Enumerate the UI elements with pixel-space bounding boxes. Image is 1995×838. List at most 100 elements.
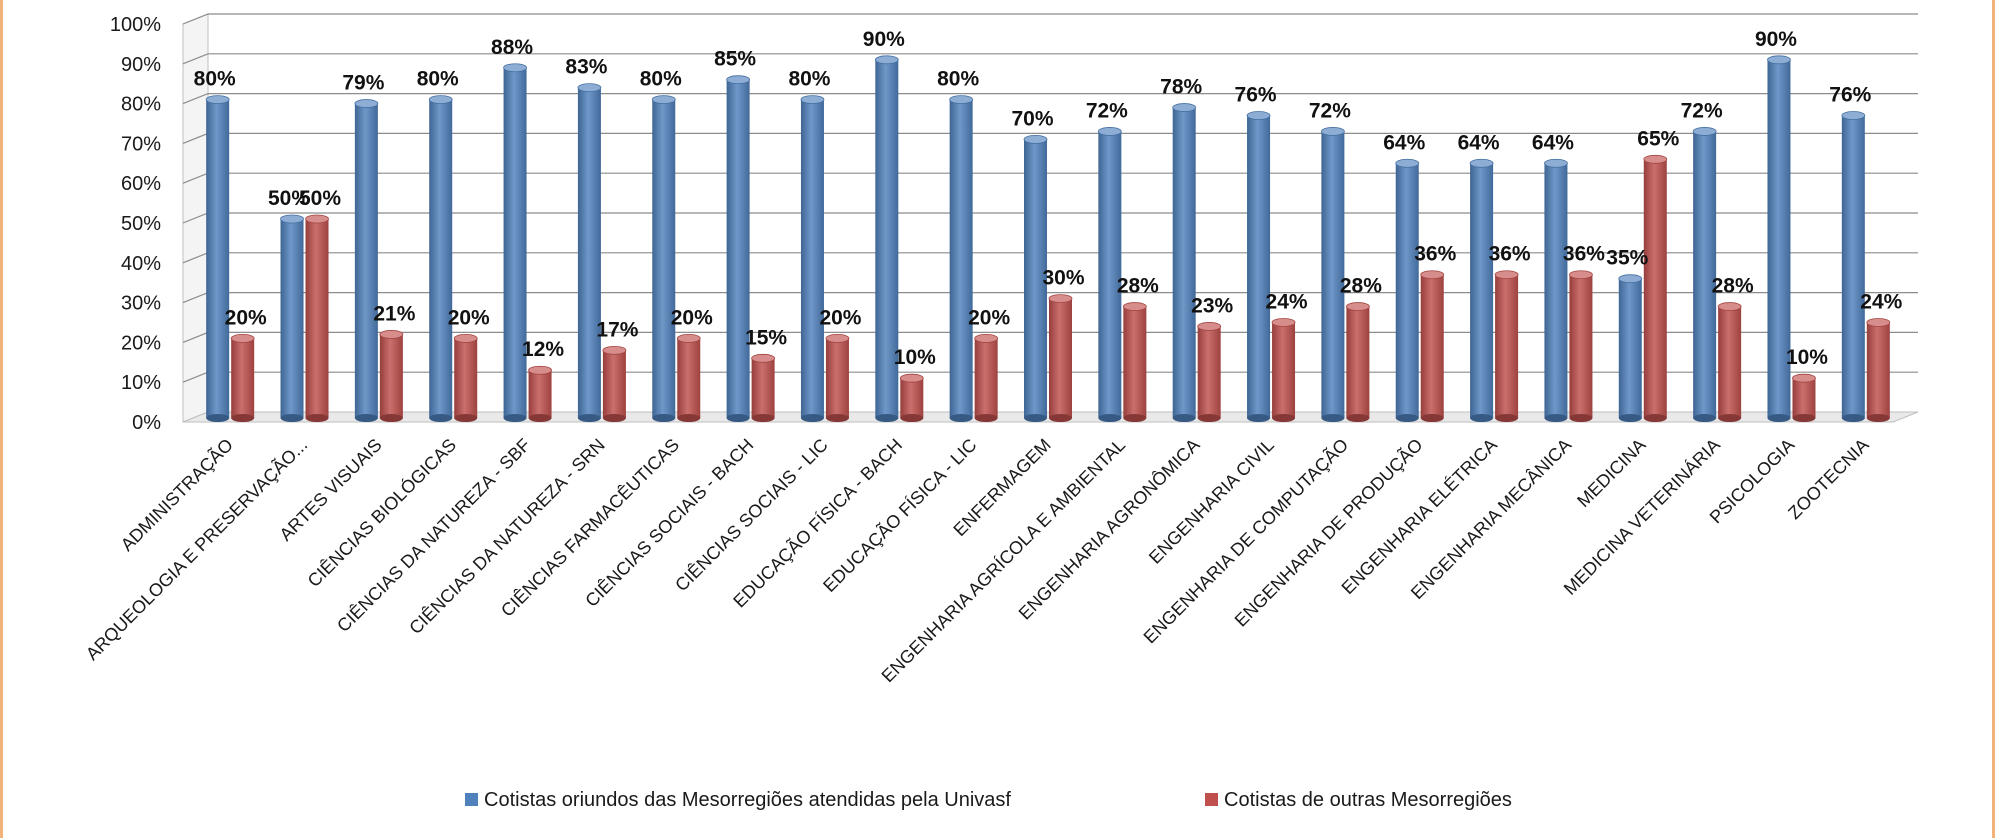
bar-body [1420,274,1444,418]
data-label: 70% [1011,107,1053,130]
bar-other[interactable] [305,214,329,422]
bar-base [726,414,750,422]
bar-other[interactable] [528,365,552,422]
bar-local[interactable] [428,95,453,422]
bar-body [1247,115,1271,419]
bar-other[interactable] [974,333,999,422]
bar-other[interactable] [1122,302,1147,422]
bar-local[interactable] [949,95,974,422]
bar-local[interactable] [1320,127,1345,422]
bar-other[interactable] [1866,318,1891,422]
bar-other[interactable] [1345,302,1370,422]
bar-body [726,79,750,418]
data-label: 35% [1606,247,1648,270]
bar-local[interactable] [1469,158,1494,422]
bar-other[interactable] [751,353,776,422]
bar-local[interactable] [280,214,304,422]
bar-body [677,338,701,418]
legend-label: Cotistas de outras Mesorregiões [1224,789,1512,811]
bar-base [454,414,478,422]
bar-base [1718,414,1742,422]
bar-other[interactable] [1048,294,1073,422]
legend-swatch [1205,793,1218,806]
bar-top [1692,127,1717,136]
bar-other[interactable] [602,345,627,422]
bar-local[interactable] [1767,55,1791,422]
data-label: 50% [299,187,341,210]
bar-top [428,95,453,104]
bar-local[interactable] [1395,158,1420,422]
bar-body [1024,139,1047,418]
bar-base [1767,414,1791,422]
bar-other[interactable] [1197,322,1222,422]
y-tick-label: 90% [121,54,161,76]
bar-body [1693,131,1717,418]
bar-top [1320,127,1345,136]
bar-base [1618,414,1642,422]
bar-other[interactable] [1717,302,1742,422]
bar-local[interactable] [1172,103,1197,422]
data-label: 80% [640,68,682,91]
bar-body [751,358,775,418]
bar-body [1049,298,1072,418]
bar-other[interactable] [453,333,478,422]
bar-top [354,99,379,108]
bar-local[interactable] [726,75,751,422]
y-tick-label: 60% [121,173,161,195]
data-label: 76% [1235,84,1277,107]
bar-top [1395,158,1420,168]
data-label: 80% [788,68,830,91]
bar-other[interactable] [899,373,924,422]
bar-other[interactable] [230,333,255,422]
bar-other[interactable] [1643,154,1668,422]
bar-base [1544,414,1568,422]
bar-other[interactable] [1420,270,1445,422]
bar-top [577,83,602,93]
data-label: 83% [565,56,607,79]
data-label: 20% [671,306,713,329]
bar-local[interactable] [1023,134,1048,422]
bar-local[interactable] [1544,158,1568,422]
bar-local[interactable] [800,95,825,422]
bar-base [652,414,676,422]
bar-top [676,333,701,343]
bar-body [503,67,527,418]
x-tick-label: ENGENHARIA MECÂNICA [1407,435,1575,603]
bar-other[interactable] [1271,318,1296,422]
y-tick-label: 50% [121,213,161,235]
bar-local[interactable] [1618,274,1643,422]
bar-base [1495,414,1519,422]
bar-other[interactable] [676,333,701,422]
bar-local[interactable] [205,95,230,422]
data-label: 24% [1860,290,1902,313]
bar-local[interactable] [874,55,899,422]
bar-local[interactable] [1246,111,1271,422]
bar-top [1767,55,1791,65]
bar-local[interactable] [651,95,676,422]
bar-top [751,353,776,363]
bar-local[interactable] [577,83,602,422]
bar-top [874,55,899,65]
bar-local[interactable] [1097,127,1122,422]
bar-top [825,333,850,343]
data-label: 10% [1786,346,1828,369]
bar-local[interactable] [354,99,379,422]
bar-body [949,99,973,418]
bar-local[interactable] [503,63,527,422]
bar-other[interactable] [825,333,850,422]
bar-base [1420,414,1444,422]
bar-local[interactable] [1841,111,1866,422]
bar-other[interactable] [1792,373,1816,422]
bar-body [1098,131,1122,418]
bar-local[interactable] [1692,127,1717,422]
bar-other[interactable] [1494,270,1519,422]
bar-body [379,334,403,418]
bar-other[interactable] [379,330,404,422]
x-tick-label: ZOOTECNIA [1784,435,1872,523]
bar-other[interactable] [1569,270,1593,422]
bar-base [751,414,775,422]
bar-base [1395,414,1419,422]
bar-base [1098,414,1122,422]
bar-base [305,414,329,422]
bar-body [1841,115,1865,419]
